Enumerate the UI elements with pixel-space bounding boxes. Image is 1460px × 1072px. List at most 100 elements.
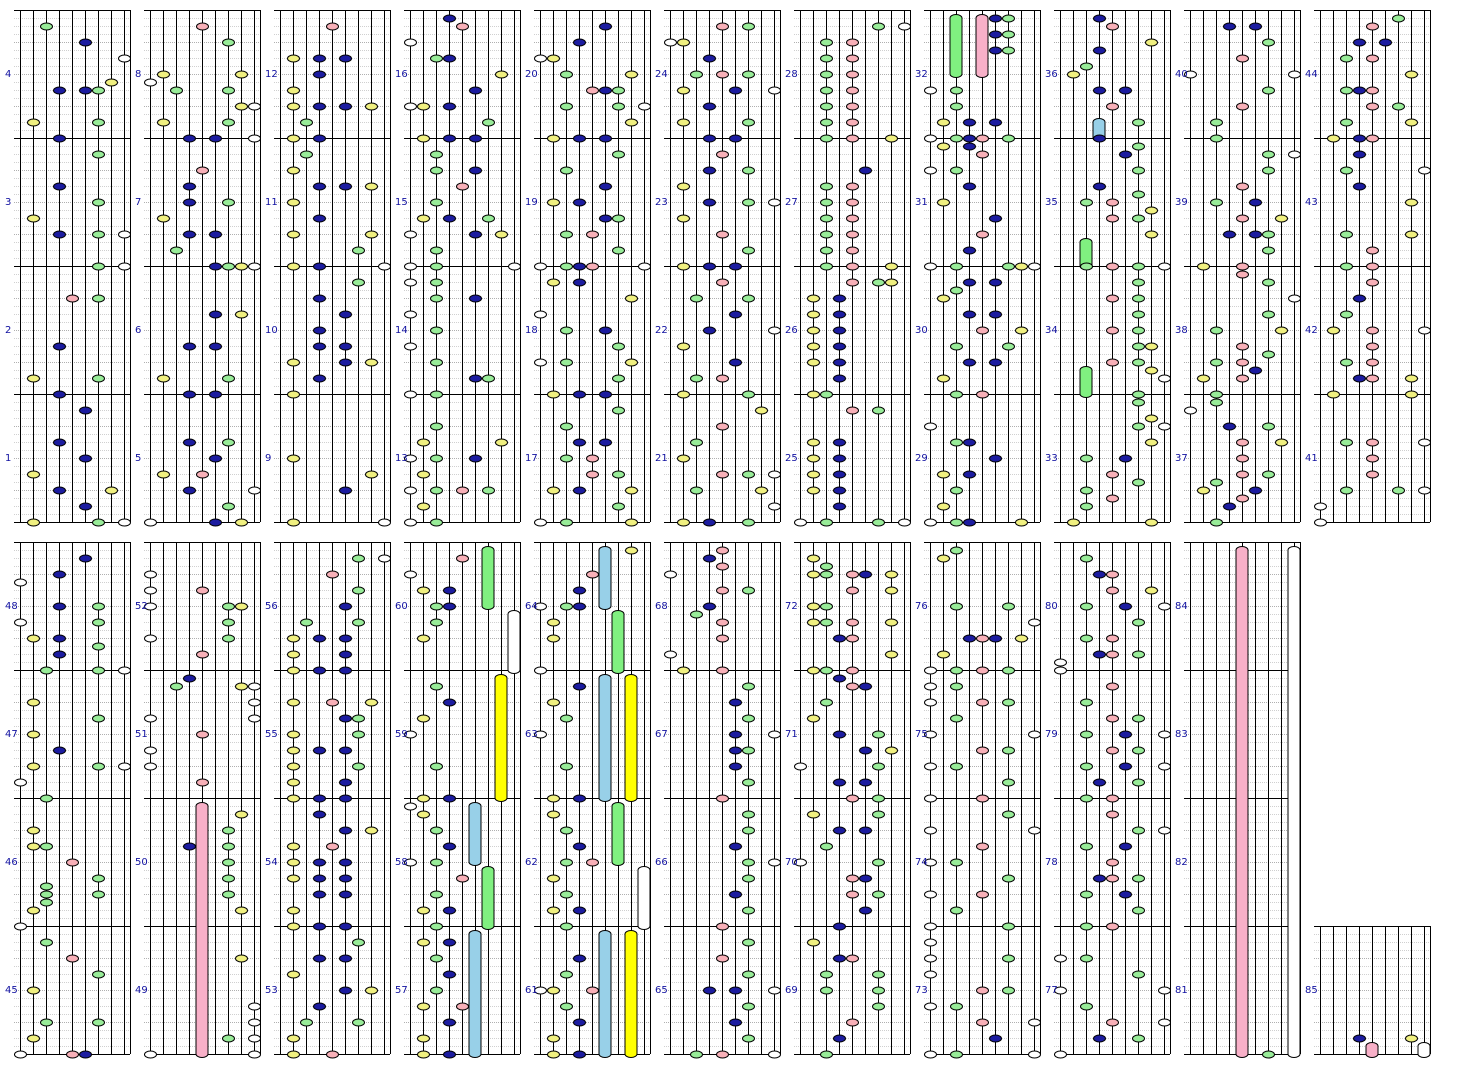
note xyxy=(638,102,651,111)
note xyxy=(742,858,755,867)
note xyxy=(872,794,885,803)
note xyxy=(1392,14,1405,23)
note xyxy=(612,150,625,159)
note xyxy=(92,230,105,239)
note xyxy=(27,826,40,835)
note xyxy=(469,86,482,95)
note xyxy=(885,570,898,579)
note xyxy=(833,310,846,319)
note xyxy=(820,602,833,611)
note xyxy=(1080,198,1093,207)
note xyxy=(313,634,326,643)
note xyxy=(1340,86,1353,95)
note xyxy=(807,666,820,675)
note xyxy=(53,342,66,351)
note xyxy=(235,310,248,319)
note xyxy=(365,986,378,995)
measure-number: 49 xyxy=(135,985,148,996)
note xyxy=(1210,198,1223,207)
hold-note xyxy=(468,802,482,866)
hold-note xyxy=(611,802,625,866)
measure-number: 58 xyxy=(395,857,408,868)
note xyxy=(742,1002,755,1011)
note xyxy=(404,858,417,867)
note xyxy=(846,874,859,883)
note xyxy=(963,182,976,191)
note xyxy=(768,1050,781,1059)
note xyxy=(1002,134,1015,143)
note xyxy=(287,730,300,739)
note xyxy=(53,650,66,659)
note xyxy=(924,922,937,931)
note xyxy=(742,294,755,303)
note xyxy=(807,454,820,463)
note xyxy=(1288,150,1301,159)
note xyxy=(742,586,755,595)
measure-number: 72 xyxy=(785,601,798,612)
note xyxy=(1340,486,1353,495)
note xyxy=(573,1050,586,1059)
note xyxy=(27,470,40,479)
note xyxy=(846,54,859,63)
note xyxy=(547,54,560,63)
note xyxy=(677,118,690,127)
note xyxy=(742,470,755,479)
note xyxy=(1106,262,1119,271)
note xyxy=(846,682,859,691)
note xyxy=(1197,374,1210,383)
note xyxy=(53,86,66,95)
note xyxy=(1002,666,1015,675)
note xyxy=(27,986,40,995)
note xyxy=(859,746,872,755)
note xyxy=(833,954,846,963)
note xyxy=(820,246,833,255)
note xyxy=(378,554,391,563)
note xyxy=(326,22,339,31)
note xyxy=(924,938,937,947)
note xyxy=(339,922,352,931)
note xyxy=(417,502,430,511)
note xyxy=(560,422,573,431)
note xyxy=(339,954,352,963)
note xyxy=(1236,270,1249,279)
note xyxy=(404,278,417,287)
note xyxy=(846,214,859,223)
note xyxy=(677,518,690,527)
note xyxy=(768,470,781,479)
note xyxy=(703,518,716,527)
note xyxy=(924,682,937,691)
note xyxy=(1119,454,1132,463)
note xyxy=(690,610,703,619)
note xyxy=(1158,826,1171,835)
note xyxy=(1210,390,1223,399)
note xyxy=(833,730,846,739)
hold-note xyxy=(1287,546,1301,1058)
note xyxy=(287,970,300,979)
note xyxy=(833,470,846,479)
note xyxy=(118,666,131,675)
note xyxy=(313,794,326,803)
note xyxy=(287,166,300,175)
note xyxy=(599,86,612,95)
note xyxy=(560,602,573,611)
note xyxy=(469,230,482,239)
note xyxy=(1002,14,1015,23)
note xyxy=(742,70,755,79)
note xyxy=(417,714,430,723)
note xyxy=(807,554,820,563)
note xyxy=(950,666,963,675)
note xyxy=(1002,778,1015,787)
measure-number: 37 xyxy=(1175,453,1188,464)
note xyxy=(287,874,300,883)
note xyxy=(40,666,53,675)
note xyxy=(443,1018,456,1027)
note xyxy=(1002,698,1015,707)
note xyxy=(937,118,950,127)
note xyxy=(495,230,508,239)
note xyxy=(742,810,755,819)
note xyxy=(950,438,963,447)
measure-number: 54 xyxy=(265,857,278,868)
note xyxy=(586,986,599,995)
note xyxy=(599,22,612,31)
note xyxy=(1340,438,1353,447)
